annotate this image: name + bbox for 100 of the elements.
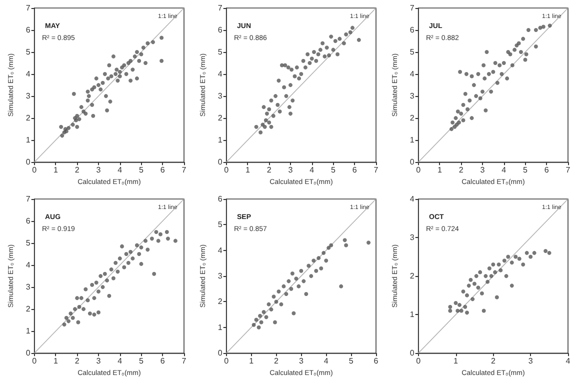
point bbox=[130, 256, 135, 260]
point bbox=[116, 78, 120, 83]
point bbox=[494, 295, 499, 300]
point bbox=[139, 52, 144, 56]
point bbox=[456, 120, 461, 124]
x-tick-label: 4 bbox=[502, 166, 507, 175]
point bbox=[75, 124, 80, 129]
point bbox=[474, 94, 478, 98]
y-tick-label: 1 bbox=[218, 136, 223, 145]
point bbox=[258, 130, 263, 134]
point bbox=[541, 24, 546, 29]
point bbox=[336, 52, 340, 56]
point bbox=[288, 83, 292, 88]
point bbox=[86, 90, 90, 94]
point bbox=[274, 94, 278, 98]
point bbox=[90, 282, 94, 287]
point bbox=[262, 105, 266, 110]
point bbox=[524, 250, 529, 255]
x-tick-label: 4 bbox=[310, 166, 315, 175]
point bbox=[458, 70, 462, 74]
point bbox=[134, 243, 139, 248]
point bbox=[312, 50, 316, 54]
point bbox=[283, 63, 288, 68]
point bbox=[322, 54, 327, 58]
point bbox=[114, 260, 118, 265]
point bbox=[154, 230, 158, 234]
point bbox=[108, 100, 112, 104]
point bbox=[506, 50, 510, 54]
point bbox=[90, 87, 94, 92]
point bbox=[256, 325, 261, 330]
point bbox=[329, 243, 334, 248]
point bbox=[466, 284, 471, 288]
y-tick-label: 5 bbox=[218, 220, 223, 230]
point bbox=[548, 24, 552, 28]
point bbox=[510, 260, 514, 265]
point bbox=[478, 96, 482, 100]
point bbox=[96, 289, 100, 294]
point bbox=[502, 258, 506, 263]
x-tick-label: 1 bbox=[54, 166, 58, 175]
point bbox=[518, 50, 523, 54]
point bbox=[342, 41, 346, 46]
x-tick-label: 0 bbox=[416, 166, 422, 175]
point bbox=[450, 120, 455, 124]
point bbox=[308, 61, 312, 66]
point bbox=[331, 48, 336, 52]
point bbox=[312, 258, 316, 263]
y-tick-label: 6 bbox=[218, 26, 223, 35]
x-tick-label: 2 bbox=[74, 166, 80, 175]
point bbox=[282, 284, 286, 288]
point bbox=[94, 280, 98, 285]
point bbox=[476, 286, 480, 290]
point bbox=[62, 322, 66, 326]
y-tick-label: 3 bbox=[26, 92, 31, 101]
point bbox=[484, 274, 488, 278]
y-tick-label: 1 bbox=[410, 310, 415, 320]
point bbox=[302, 279, 306, 284]
point bbox=[144, 61, 148, 66]
y-tick-label: 3 bbox=[410, 233, 415, 242]
y-tick-label: 3 bbox=[26, 282, 31, 292]
point bbox=[480, 291, 484, 296]
point bbox=[320, 41, 325, 46]
point bbox=[86, 298, 90, 302]
point bbox=[79, 105, 84, 110]
y-tick-label: 7 bbox=[26, 194, 31, 204]
y-tick-label: 4 bbox=[26, 260, 31, 270]
point bbox=[84, 287, 88, 292]
x-tick-label: 4 bbox=[118, 356, 123, 366]
y-tick-label: 4 bbox=[26, 70, 31, 79]
y-tick-label: 1 bbox=[26, 136, 31, 145]
y-tick-label: 2 bbox=[26, 114, 31, 123]
point bbox=[132, 54, 137, 58]
y-tick-label: 2 bbox=[410, 272, 415, 281]
point bbox=[502, 61, 506, 66]
point bbox=[98, 87, 103, 92]
y-tick-label: 6 bbox=[410, 26, 415, 35]
point bbox=[72, 92, 76, 96]
point bbox=[274, 300, 278, 304]
x-tick-label: 3 bbox=[298, 356, 304, 366]
point bbox=[289, 286, 294, 291]
point bbox=[526, 28, 530, 32]
point bbox=[528, 254, 533, 259]
point bbox=[279, 302, 284, 306]
point bbox=[152, 272, 156, 276]
point bbox=[77, 117, 82, 122]
point bbox=[122, 265, 126, 270]
point bbox=[276, 78, 281, 83]
x-tick-label: 4 bbox=[566, 356, 571, 366]
y-tick-label: 5 bbox=[410, 48, 415, 57]
point bbox=[278, 109, 282, 114]
point bbox=[464, 72, 468, 76]
point bbox=[286, 65, 290, 70]
point bbox=[292, 74, 297, 78]
y-tick-label: 4 bbox=[218, 246, 223, 255]
point bbox=[79, 296, 84, 300]
point bbox=[77, 304, 82, 309]
point bbox=[72, 307, 77, 312]
x-tick-label: 2 bbox=[266, 166, 272, 175]
x-tick-label: 7 bbox=[374, 166, 379, 175]
point bbox=[296, 284, 301, 288]
point bbox=[456, 308, 460, 313]
